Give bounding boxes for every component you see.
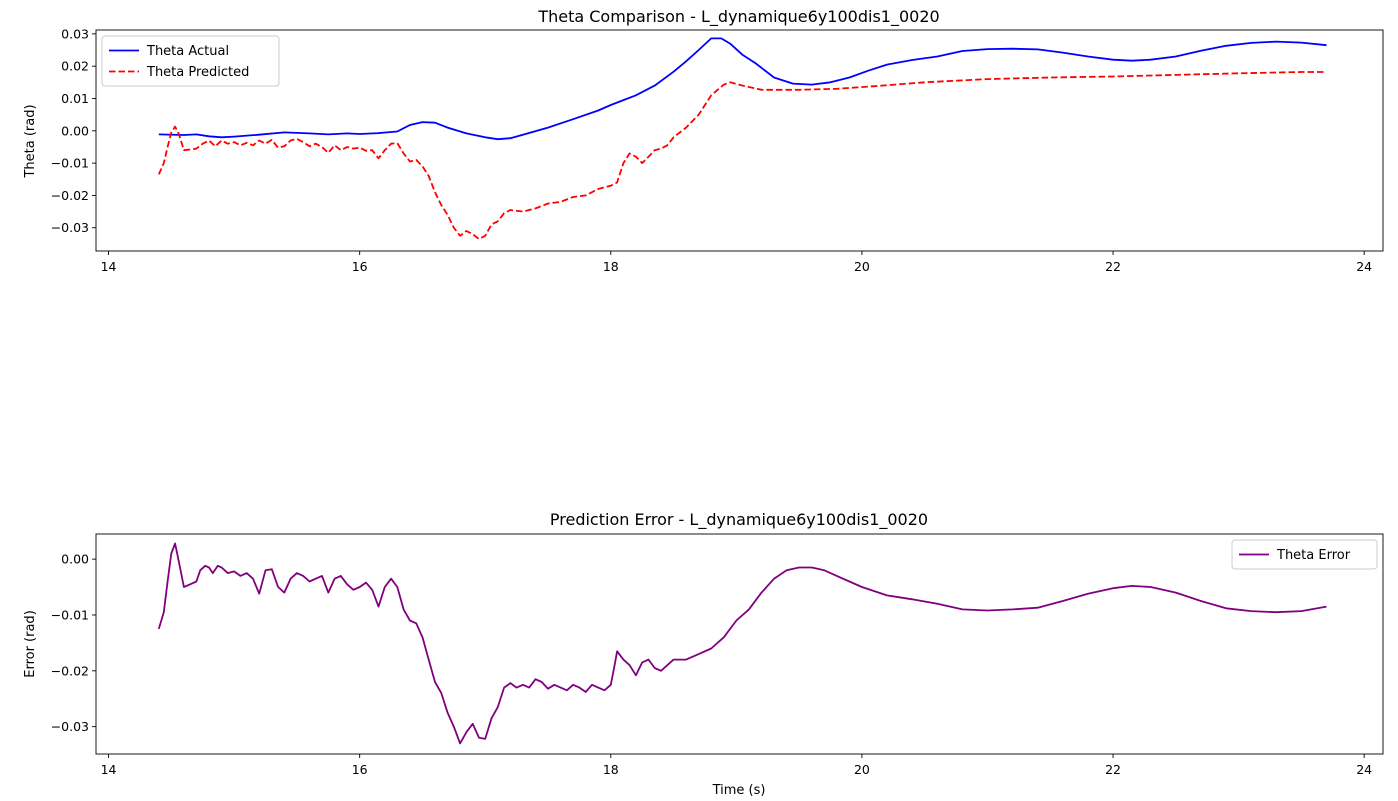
y-tick-label: −0.03 — [51, 220, 89, 235]
y-tick-label: −0.01 — [51, 607, 89, 622]
legend-label: Theta Predicted — [146, 65, 249, 80]
y-axis-label: Error (rad) — [23, 610, 38, 678]
y-tick-label: −0.02 — [51, 663, 89, 678]
x-tick-label: 24 — [1356, 259, 1372, 274]
y-tick-label: −0.02 — [51, 188, 89, 203]
y-tick-label: 0.01 — [61, 91, 89, 106]
y-tick-label: 0.00 — [61, 123, 89, 138]
y-tick-label: 0.03 — [61, 26, 89, 41]
series-line-theta-predicted — [157, 71, 1327, 240]
x-tick-label: 18 — [603, 259, 619, 274]
x-tick-label: 14 — [101, 259, 117, 274]
y-tick-label: 0.02 — [61, 59, 89, 74]
x-axis-label: Time (s) — [712, 783, 766, 798]
chart-title: Theta Comparison - L_dynamique6y100dis1_… — [537, 7, 939, 27]
x-tick-label: 18 — [603, 762, 619, 777]
theta-comparison-chart: Theta Comparison - L_dynamique6y100dis1_… — [23, 7, 1384, 274]
y-axis-label: Theta (rad) — [23, 104, 38, 178]
x-tick-label: 16 — [352, 762, 368, 777]
x-tick-label: 20 — [854, 259, 870, 274]
x-tick-label: 20 — [854, 762, 870, 777]
y-tick-label: −0.03 — [51, 719, 89, 734]
axes-frame — [95, 533, 1384, 755]
chart-title: Prediction Error - L_dynamique6y100dis1_… — [550, 510, 928, 530]
x-tick-label: 16 — [352, 259, 368, 274]
legend-box — [101, 35, 280, 87]
y-tick-label: −0.01 — [51, 156, 89, 171]
x-tick-label: 24 — [1356, 762, 1372, 777]
legend-label: Theta Error — [1276, 548, 1351, 563]
x-tick-label: 22 — [1105, 259, 1121, 274]
series-line-theta-error — [157, 542, 1327, 745]
axes-frame — [95, 29, 1384, 252]
x-tick-label: 14 — [101, 762, 117, 777]
x-tick-label: 22 — [1105, 762, 1121, 777]
legend-label: Theta Actual — [146, 44, 229, 59]
y-tick-label: 0.00 — [61, 552, 89, 567]
legend: Theta Actual Theta Predicted — [101, 35, 280, 87]
legend: Theta Error — [1231, 539, 1378, 570]
series-line-theta-actual — [158, 37, 1327, 141]
legend-box — [1231, 539, 1378, 570]
prediction-error-chart: Prediction Error - L_dynamique6y100dis1_… — [23, 510, 1384, 798]
